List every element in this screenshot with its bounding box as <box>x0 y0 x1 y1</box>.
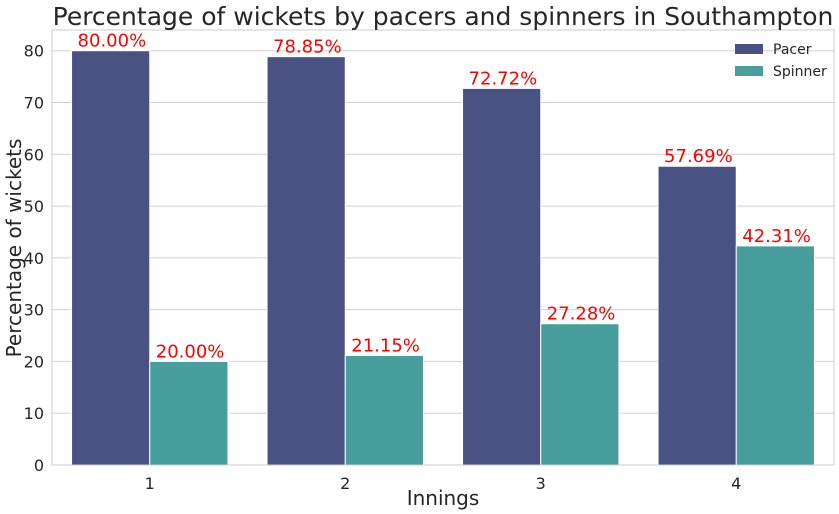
y-axis-ticks: 0 10 20 30 40 50 60 70 80 <box>24 42 44 475</box>
data-label: 27.28% <box>547 304 616 325</box>
y-tick-label: 60 <box>24 145 44 164</box>
plot-frame <box>51 29 835 466</box>
y-axis-label: Percentage of wickets <box>2 139 26 358</box>
bar-spinner <box>149 360 229 466</box>
y-tick-label: 80 <box>24 42 44 61</box>
y-tick-label: 30 <box>24 301 44 320</box>
y-tick-label: 10 <box>24 404 44 423</box>
legend-swatch <box>735 66 763 76</box>
data-label: 80.00% <box>78 31 147 52</box>
y-tick-label: 0 <box>34 456 44 475</box>
data-label: 57.69% <box>664 146 733 167</box>
y-tick-label: 70 <box>24 94 44 113</box>
bar-pacer <box>657 165 737 466</box>
bar-pacer <box>71 50 151 466</box>
legend-label: Pacer <box>773 42 812 58</box>
x-axis-label: Innings <box>407 486 480 510</box>
legend-label: Spinner <box>773 64 827 80</box>
bar-pacer <box>266 56 346 466</box>
x-axis-ticks: 1 2 3 4 <box>145 474 742 493</box>
y-tick-label: 40 <box>24 249 44 268</box>
bars <box>71 50 815 466</box>
data-label: 78.85% <box>273 37 342 58</box>
y-tick-label: 50 <box>24 197 44 216</box>
y-tick-label: 20 <box>24 352 44 371</box>
x-tick-label: 2 <box>340 474 350 493</box>
x-tick-label: 1 <box>145 474 155 493</box>
x-tick-label: 3 <box>536 474 546 493</box>
bar-spinner <box>540 323 620 466</box>
data-label: 42.31% <box>742 226 811 247</box>
legend-swatch <box>735 44 763 54</box>
bar-spinner <box>735 245 815 466</box>
data-labels: 80.00% 20.00% 78.85% 21.15% 72.72% 27.28% 57.6… <box>78 31 811 363</box>
bar-spinner <box>344 354 424 466</box>
bar-pacer <box>462 87 542 466</box>
x-tick-label: 4 <box>731 474 741 493</box>
data-label: 21.15% <box>351 335 420 356</box>
legend: Pacer Spinner <box>735 42 827 80</box>
chart-title: Percentage of wickets by pacers and spin… <box>53 2 834 31</box>
data-label: 20.00% <box>156 341 225 362</box>
data-label: 72.72% <box>469 68 538 89</box>
